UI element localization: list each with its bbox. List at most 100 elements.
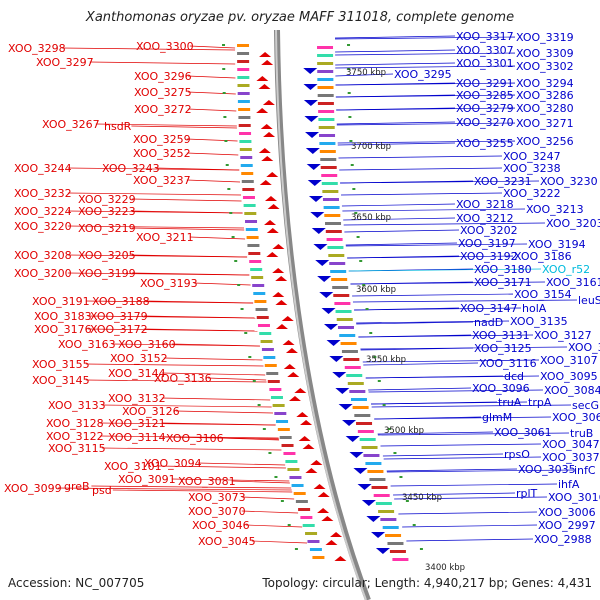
feature-block: [245, 228, 258, 231]
marker-dot: [387, 428, 391, 430]
left-gene-label: XOO_3275: [134, 86, 192, 99]
feature-block: [346, 374, 363, 377]
right-gene-label: XOO_3317: [456, 30, 514, 43]
left-leader-line: [101, 447, 282, 451]
left-gene-arrow: [288, 396, 301, 401]
left-gene-label: XOO_3243: [102, 162, 160, 175]
left-gene-label: XOO_3099: [4, 482, 62, 495]
feature-block: [317, 62, 334, 65]
left-gene-label: XOO_3046: [192, 519, 250, 532]
right-gene-arrow: [306, 164, 321, 170]
feature-block: [322, 190, 339, 193]
right-gene-label: XOO_3192: [460, 250, 518, 263]
right-leader-line: [347, 255, 514, 259]
feature-block: [242, 188, 255, 191]
feature-block: [279, 436, 292, 439]
feature-block: [321, 182, 338, 185]
feature-block: [285, 460, 298, 463]
feature-block: [331, 278, 348, 281]
right-leader-line: [335, 65, 516, 69]
right-gene-label: XOO_3285: [456, 89, 514, 102]
left-leader-line: [186, 152, 239, 156]
right-leader-line: [335, 82, 516, 86]
feature-block: [329, 262, 346, 265]
feature-block: [260, 340, 273, 343]
feature-block: [257, 324, 270, 327]
left-gene-label: XOO_3219: [78, 222, 136, 235]
right-leader-line: [362, 359, 540, 363]
left-gene-label: XOO_3145: [32, 374, 90, 387]
marker-dot: [347, 92, 351, 94]
feature-block: [363, 454, 380, 457]
right-gene-label: XOO_3161: [546, 276, 600, 289]
right-gene-label: XOO_3294: [516, 77, 574, 90]
right-leader-line: [350, 281, 546, 285]
left-gene-arrow: [261, 156, 274, 161]
right-gene-arrow: [305, 132, 320, 138]
left-gene-label: XOO_3272: [134, 103, 192, 116]
feature-block: [270, 396, 283, 399]
feature-block: [330, 270, 347, 273]
left-gene-arrow: [294, 388, 307, 393]
feature-block: [317, 46, 334, 49]
left-leader-line: [91, 485, 292, 489]
feature-block: [240, 164, 253, 167]
feature-block: [263, 356, 276, 359]
right-leader-line: [345, 243, 528, 247]
genome-backbone: [274, 29, 371, 600]
left-gene-arrow: [258, 84, 271, 89]
feature-block: [249, 260, 262, 263]
left-leader-line: [95, 123, 237, 127]
right-gene-arrow: [326, 340, 341, 346]
marker-dot: [248, 356, 252, 358]
left-gene-arrow: [330, 532, 343, 537]
gene-tracks: [222, 44, 423, 561]
feature-block: [320, 166, 337, 169]
right-leader-line: [368, 387, 472, 391]
right-leader-line: [348, 268, 542, 272]
left-leader-line: [112, 489, 293, 493]
left-leader-line: [67, 225, 244, 229]
right-gene-label: XOO_3016: [548, 491, 600, 504]
right-gene-label: XOO_3307: [456, 44, 514, 57]
right-leader-line: [368, 389, 544, 393]
left-gene-arrow: [264, 196, 277, 201]
right-leader-line: [343, 222, 546, 226]
left-leader-line: [241, 510, 299, 514]
left-gene-arrow: [317, 508, 330, 513]
left-gene-label: XOO_3183: [34, 310, 92, 323]
left-gene-label: XOO_3205: [78, 249, 136, 262]
feature-block: [325, 222, 342, 225]
left-gene-label: XOO_3070: [188, 505, 246, 518]
right-gene-label: XOO_3096: [472, 382, 530, 395]
right-gene-label: secG: [572, 399, 599, 412]
feature-block: [300, 516, 313, 519]
left-leader-line: [131, 210, 243, 214]
left-gene-arrow: [267, 204, 280, 209]
marker-dot: [294, 548, 298, 550]
right-leader-line: [360, 346, 568, 350]
left-leader-line: [187, 91, 236, 95]
right-gene-label: XOO_3131: [472, 329, 530, 342]
right-gene-label: XOO_3270: [456, 116, 514, 129]
feature-block: [269, 388, 282, 391]
left-gene-arrow: [285, 348, 298, 353]
right-gene-label: XOO_3280: [516, 102, 574, 115]
right-gene-label: XOO_3095: [540, 370, 598, 383]
marker-dot: [369, 332, 373, 334]
feature-block: [341, 350, 358, 353]
marker-dot: [231, 236, 235, 238]
left-leader-line: [231, 480, 290, 484]
left-gene-label: XOO_3193: [140, 277, 198, 290]
left-gene-arrow: [256, 108, 269, 113]
left-gene-label: XOO_3132: [108, 392, 166, 405]
feature-block: [239, 148, 252, 151]
right-gene-arrow: [303, 84, 318, 90]
left-gene-label: XOO_3128: [46, 417, 104, 430]
left-leader-line: [157, 465, 286, 469]
right-gene-label: XOO_3295: [394, 68, 452, 81]
right-gene-arrow: [319, 292, 334, 298]
right-gene-label: XOO_3212: [456, 212, 514, 225]
left-gene-arrow: [266, 172, 279, 177]
feature-block: [340, 342, 357, 345]
